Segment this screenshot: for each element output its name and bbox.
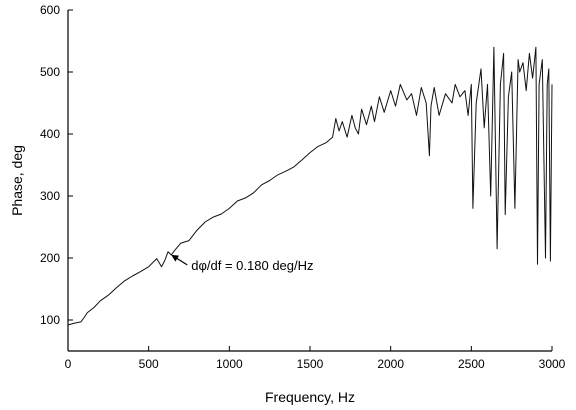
- x-axis-title: Frequency, Hz: [265, 389, 355, 405]
- y-tick-label: 100: [40, 313, 60, 327]
- x-tick-label: 1500: [297, 357, 324, 371]
- y-tick-label: 400: [40, 127, 60, 141]
- x-tick-label: 3000: [539, 357, 566, 371]
- x-tick-label: 0: [65, 357, 72, 371]
- y-tick-label: 300: [40, 189, 60, 203]
- y-axis-title: Phase, deg: [9, 145, 25, 216]
- annotation-label: dφ/df = 0.180 deg/Hz: [191, 258, 313, 273]
- y-ticks: 100 200 300 400 500 600: [40, 3, 73, 327]
- slope-annotation: dφ/df = 0.180 deg/Hz: [171, 254, 314, 273]
- annotation-arrow-head: [171, 254, 180, 262]
- axes: [67, 10, 552, 352]
- phase-series-line: [67, 46, 553, 326]
- x-ticks: 0 500 1000 1500 2000 2500 3000: [65, 346, 566, 371]
- annotation-arrow-line: [174, 256, 188, 266]
- y-tick-label: 500: [40, 65, 60, 79]
- x-tick-label: 1000: [216, 357, 243, 371]
- x-tick-label: 2000: [377, 357, 404, 371]
- y-tick-label: 200: [40, 251, 60, 265]
- y-tick-label: 600: [40, 3, 60, 17]
- x-tick-label: 2500: [458, 357, 485, 371]
- x-tick-label: 500: [139, 357, 159, 371]
